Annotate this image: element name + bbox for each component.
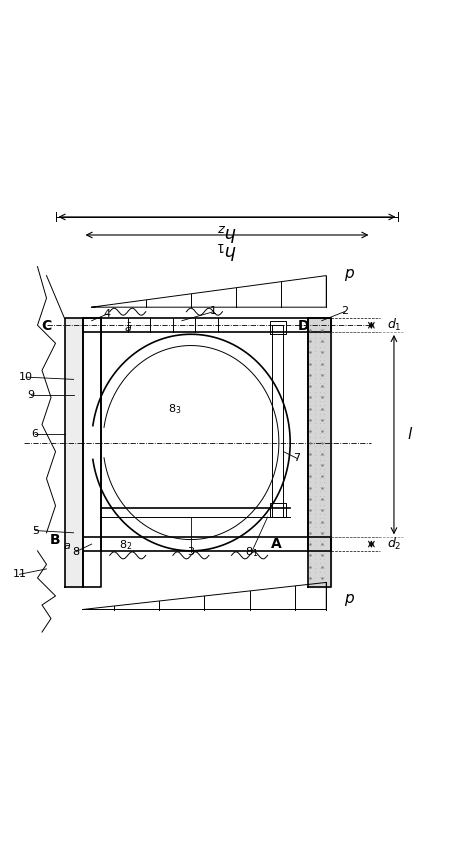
Text: $d_1$: $d_1$: [387, 318, 402, 334]
Text: B: B: [50, 532, 61, 547]
Text: $d_2$: $d_2$: [387, 536, 402, 552]
Text: $8_1$: $8_1$: [245, 545, 258, 559]
Text: C: C: [41, 319, 52, 333]
Text: 4: 4: [104, 309, 111, 319]
Text: 10: 10: [19, 372, 33, 382]
Text: 5: 5: [32, 526, 39, 536]
Text: 2: 2: [341, 306, 348, 316]
Text: $\bar{a}$: $\bar{a}$: [123, 322, 132, 334]
Text: p: p: [344, 591, 354, 605]
Text: D: D: [298, 319, 310, 333]
Text: p: p: [344, 266, 354, 281]
Text: $l$: $l$: [408, 426, 414, 442]
Text: $h_1$: $h_1$: [217, 240, 237, 261]
Text: 1: 1: [210, 306, 217, 316]
Text: 7: 7: [293, 453, 301, 464]
Text: 11: 11: [12, 570, 26, 579]
Text: $8_2$: $8_2$: [119, 538, 132, 553]
Text: 9: 9: [27, 391, 35, 400]
Text: 6: 6: [32, 429, 39, 439]
Text: 3: 3: [188, 547, 194, 557]
Text: A: A: [271, 537, 282, 551]
Text: $h_z$: $h_z$: [217, 222, 237, 244]
Text: 8: 8: [72, 547, 79, 557]
Text: $8_3$: $8_3$: [168, 402, 182, 416]
Text: a: a: [64, 542, 70, 551]
